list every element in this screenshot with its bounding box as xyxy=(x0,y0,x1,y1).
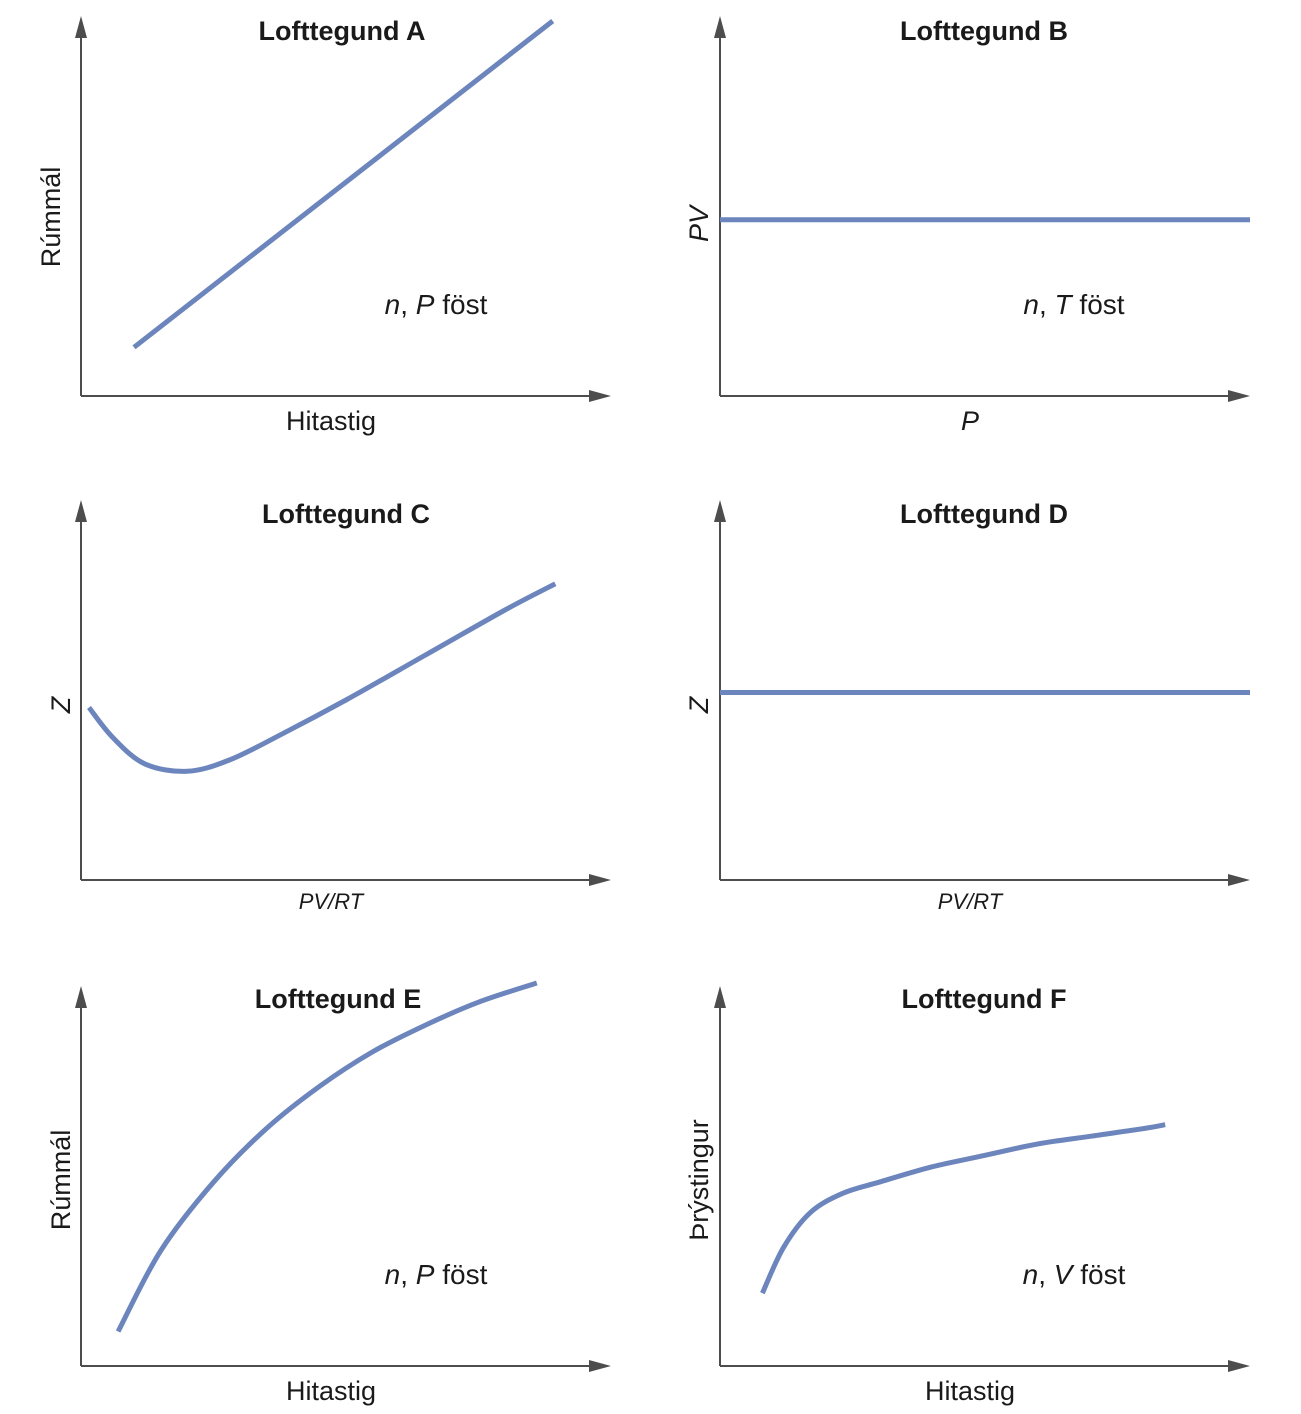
series-line xyxy=(115,980,538,1333)
y-axis-arrow xyxy=(714,16,726,38)
x-axis-arrow xyxy=(1228,390,1250,402)
y-axis-label: Rúmmál xyxy=(46,1130,76,1231)
x-axis-label: PV/RT xyxy=(938,889,1004,914)
x-axis-label: Hitastig xyxy=(286,406,376,436)
constant-annotation: n, V föst xyxy=(1023,1259,1126,1290)
y-axis-label: Rúmmál xyxy=(36,167,66,268)
chart-title: Lofttegund A xyxy=(259,16,426,46)
y-axis-arrow xyxy=(75,16,87,38)
series-line xyxy=(132,19,555,350)
chart-title: Lofttegund F xyxy=(902,984,1067,1014)
annotation-var2: V xyxy=(1054,1259,1075,1290)
constant-annotation: n, T föst xyxy=(1023,289,1124,320)
y-axis-label: PV xyxy=(684,203,714,242)
y-axis-arrow xyxy=(714,986,726,1008)
x-axis-label: PV/RT xyxy=(299,889,365,914)
chart-title: Lofttegund E xyxy=(255,984,421,1014)
y-axis-label: Þrýstingur xyxy=(684,1119,714,1241)
x-axis-arrow xyxy=(1228,874,1250,886)
annotation-var2: T xyxy=(1055,289,1074,320)
chart-title: Lofttegund D xyxy=(900,499,1068,529)
y-axis-arrow xyxy=(714,500,726,522)
chart-title: Lofttegund C xyxy=(262,499,430,529)
annotation-var1: n xyxy=(1023,289,1039,320)
x-axis-label: Hitastig xyxy=(925,1376,1015,1406)
series-line xyxy=(760,1122,1166,1295)
annotation-var1: n xyxy=(1023,1259,1039,1290)
annotation-comma: , xyxy=(400,1259,416,1290)
annotation-var2: P xyxy=(416,289,435,320)
x-axis-label: P xyxy=(961,406,979,436)
y-axis-label: Z xyxy=(46,695,76,714)
annotation-word: föst xyxy=(1072,1259,1125,1290)
annotation-comma: , xyxy=(1039,289,1055,320)
y-axis-arrow xyxy=(75,986,87,1008)
chart-panel-e: Lofttegund E Hitastig Rúmmál n, P föst xyxy=(46,980,611,1406)
y-axis-label: Z xyxy=(684,695,714,714)
annotation-comma: , xyxy=(400,289,416,320)
chart-title: Lofttegund B xyxy=(900,16,1068,46)
chart-panel-d: Lofttegund D PV/RT Z xyxy=(684,499,1250,914)
series-line xyxy=(87,581,557,774)
annotation-comma: , xyxy=(1038,1259,1054,1290)
annotation-var1: n xyxy=(385,1259,401,1290)
constant-annotation: n, P föst xyxy=(385,289,488,320)
annotation-var2: P xyxy=(416,1259,435,1290)
annotation-var1: n xyxy=(385,289,401,320)
x-axis-arrow xyxy=(589,1360,611,1372)
chart-panel-c: Lofttegund C PV/RT Z xyxy=(46,499,611,914)
chart-panel-f: Lofttegund F Hitastig Þrýstingur n, V föst xyxy=(684,984,1250,1406)
annotation-word: föst xyxy=(1072,289,1125,320)
annotation-word: föst xyxy=(434,1259,487,1290)
x-axis-label: Hitastig xyxy=(286,1376,376,1406)
chart-panel-a: Lofttegund A Hitastig Rúmmál n, P föst xyxy=(36,16,611,436)
chart-panel-b: Lofttegund B P PV n, T föst xyxy=(684,16,1250,436)
x-axis-arrow xyxy=(589,874,611,886)
constant-annotation: n, P föst xyxy=(385,1259,488,1290)
x-axis-arrow xyxy=(589,390,611,402)
x-axis-arrow xyxy=(1228,1360,1250,1372)
annotation-word: föst xyxy=(434,289,487,320)
y-axis-arrow xyxy=(75,500,87,522)
